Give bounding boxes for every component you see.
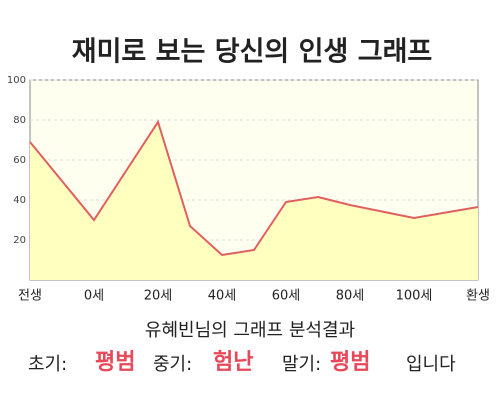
y-tick-label: 40 bbox=[13, 195, 26, 206]
y-tick-label: 80 bbox=[13, 115, 26, 126]
x-tick-label: 60세 bbox=[272, 289, 301, 304]
middle-label: 중기: bbox=[153, 354, 192, 375]
area-fill bbox=[30, 122, 478, 280]
x-tick-label: 40세 bbox=[208, 289, 237, 304]
x-tick-label: 80세 bbox=[336, 289, 365, 304]
y-tick-label: 100 bbox=[7, 75, 26, 86]
x-tick-label: 환생 bbox=[466, 289, 490, 304]
x-tick-label: 전생 bbox=[18, 289, 42, 304]
analysis-heading: 유혜빈님의 그래프 분석결과 bbox=[145, 320, 355, 341]
late-result: 평범 bbox=[330, 350, 370, 375]
early-result: 평범 bbox=[95, 350, 135, 375]
middle-result: 험난 bbox=[213, 349, 253, 375]
late-label: 말기: bbox=[282, 354, 321, 375]
y-tick-label: 20 bbox=[13, 235, 26, 246]
ending: 입니다 bbox=[406, 354, 456, 375]
x-tick-label: 20세 bbox=[144, 289, 173, 304]
chart-title: 재미로 보는 당신의 인생 그래프 bbox=[72, 37, 433, 68]
y-tick-label: 60 bbox=[13, 155, 26, 166]
early-label: 초기: bbox=[28, 354, 67, 375]
line bbox=[29, 119, 479, 257]
x-tick-label: 0세 bbox=[84, 289, 104, 304]
x-tick-label: 100세 bbox=[396, 289, 433, 304]
